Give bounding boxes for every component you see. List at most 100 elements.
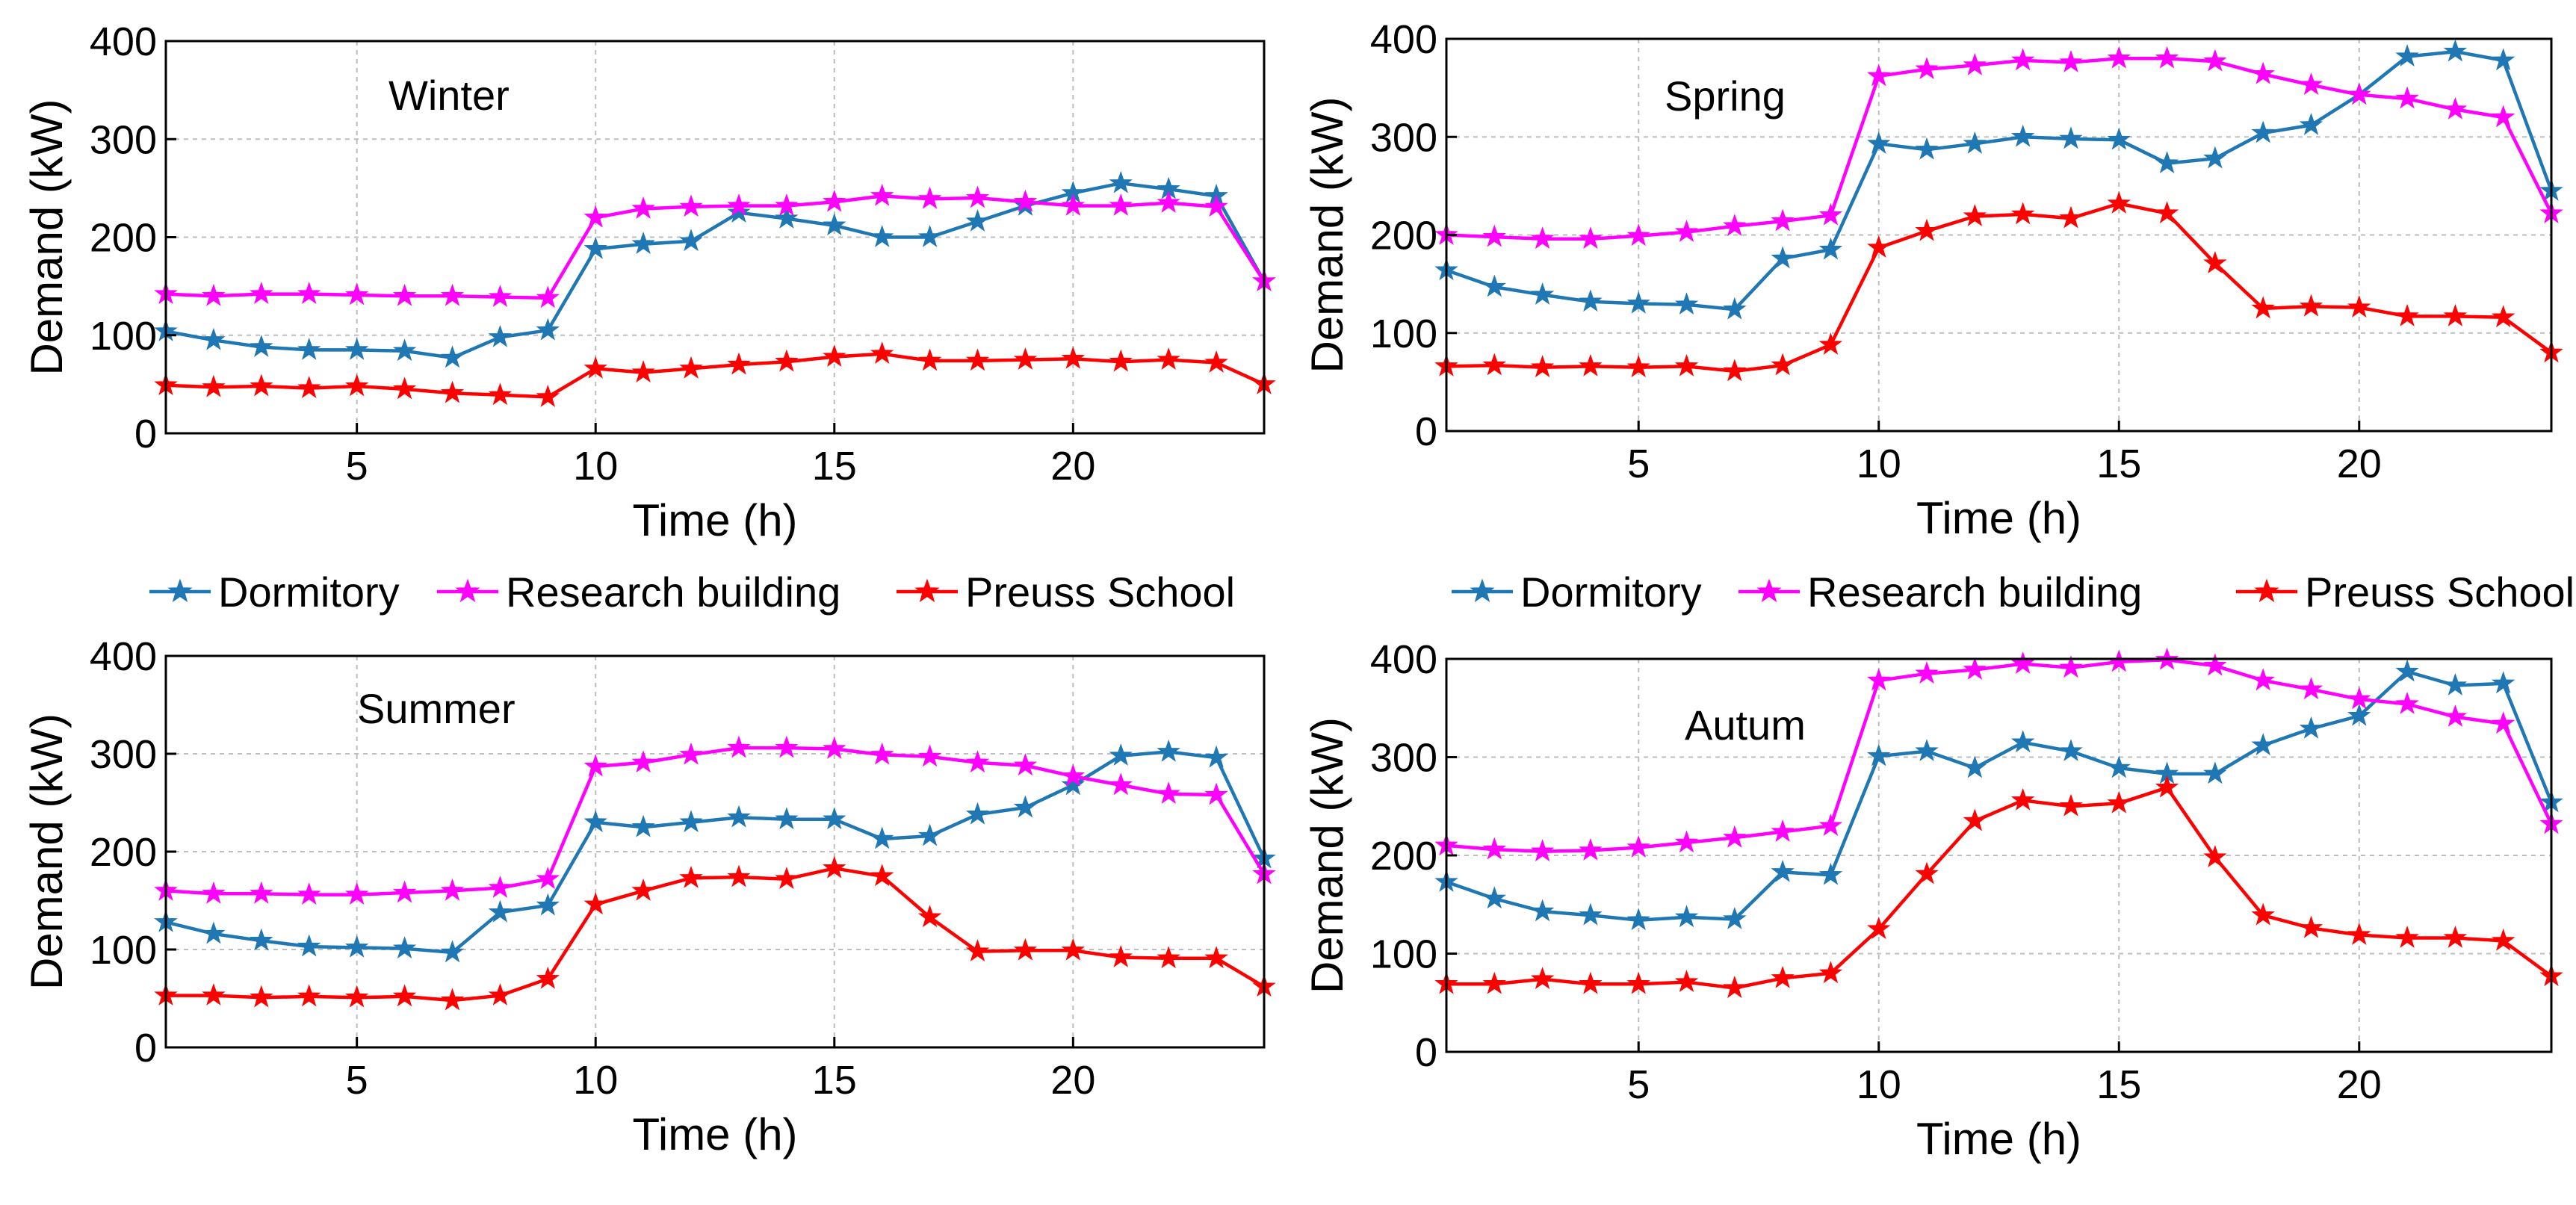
- data-point-research-building: [1723, 214, 1747, 237]
- data-point-preuss-school: [2251, 902, 2275, 926]
- y-tick-label: 0: [134, 1026, 157, 1071]
- data-point-research-building: [1771, 208, 1795, 232]
- data-point-dormitory: [1674, 905, 1699, 928]
- data-point-research-building: [1579, 837, 1603, 861]
- data-point-preuss-school: [488, 983, 513, 1006]
- series-line-research-building: [165, 746, 1266, 896]
- data-point-preuss-school: [2203, 845, 2227, 868]
- data-point-research-building: [250, 881, 273, 904]
- data-point-preuss-school: [2347, 922, 2371, 945]
- data-point-dormitory: [2010, 124, 2035, 147]
- series-line-preuss-school: [1446, 786, 2553, 990]
- data-point-preuss-school: [1626, 971, 1650, 994]
- data-point-research-building: [1915, 57, 1939, 80]
- data-point-dormitory: [1723, 906, 1747, 929]
- data-point-preuss-school: [392, 984, 417, 1007]
- data-point-preuss-school: [440, 988, 465, 1011]
- data-point-dormitory: [440, 345, 465, 368]
- data-point-preuss-school: [250, 985, 273, 1008]
- data-point-research-building: [440, 878, 465, 901]
- x-axis-label: Time (h): [1916, 1114, 2081, 1164]
- y-axis-label: Demand (kW): [22, 713, 72, 990]
- data-point-preuss-school: [392, 377, 417, 400]
- data-point-dormitory: [1915, 739, 1939, 761]
- data-point-dormitory: [297, 934, 321, 957]
- data-point-preuss-school: [2299, 915, 2323, 938]
- data-point-dormitory: [1530, 899, 1555, 922]
- data-point-research-building: [1109, 193, 1133, 216]
- data-point-dormitory: [344, 337, 369, 360]
- data-point-preuss-school: [1109, 944, 1133, 967]
- data-point-research-building: [679, 742, 703, 765]
- data-point-dormitory: [917, 224, 942, 247]
- data-point-research-building: [1482, 224, 1507, 247]
- data-point-research-building: [1530, 226, 1555, 250]
- data-point-research-building: [917, 186, 942, 209]
- y-tick-label: 200: [1370, 214, 1437, 258]
- series-line-research-building: [165, 194, 1266, 300]
- legend-label: Research building: [506, 569, 840, 616]
- legend-label: Dormitory: [1520, 569, 1702, 616]
- y-tick-label: 400: [1370, 17, 1437, 62]
- data-point-dormitory: [870, 826, 894, 849]
- data-point-research-building: [2251, 668, 2275, 691]
- data-point-preuss-school: [1771, 965, 1795, 988]
- data-point-research-building: [823, 736, 846, 759]
- data-point-preuss-school: [679, 356, 703, 379]
- legend-label: Preuss School: [965, 569, 1235, 616]
- legend-item-preuss-school: Preuss School: [897, 569, 1235, 616]
- y-tick-label: 100: [90, 314, 157, 359]
- data-point-preuss-school: [2155, 775, 2179, 798]
- data-point-research-building: [2491, 105, 2515, 128]
- data-point-research-building: [250, 282, 273, 305]
- data-point-preuss-school: [631, 878, 655, 901]
- data-point-preuss-school: [297, 984, 321, 1007]
- data-point-dormitory: [2395, 44, 2419, 67]
- data-point-research-building: [870, 742, 894, 765]
- data-point-preuss-school: [1674, 970, 1699, 993]
- data-point-research-building: [1963, 657, 1987, 680]
- data-point-preuss-school: [2251, 296, 2275, 319]
- season-label: Autum: [1685, 701, 1806, 749]
- data-point-research-building: [870, 183, 894, 206]
- legend-label: Research building: [1807, 569, 2142, 616]
- data-point-research-building: [2059, 49, 2083, 72]
- data-point-preuss-school: [823, 855, 846, 879]
- data-point-dormitory: [250, 928, 273, 951]
- data-point-dormitory: [727, 200, 751, 223]
- series-line-dormitory: [1446, 669, 2554, 923]
- data-point-preuss-school: [488, 382, 513, 406]
- data-point-preuss-school: [2395, 925, 2419, 948]
- data-point-dormitory: [2443, 672, 2468, 696]
- season-label: Winter: [388, 72, 510, 119]
- data-point-preuss-school: [1723, 975, 1747, 998]
- data-point-dormitory: [1818, 862, 1843, 885]
- data-point-preuss-school: [440, 380, 465, 403]
- data-point-research-building: [2203, 49, 2227, 72]
- data-point-preuss-school: [297, 376, 321, 399]
- data-point-dormitory: [2107, 755, 2131, 778]
- data-point-preuss-school: [823, 344, 846, 368]
- data-point-research-building: [2155, 46, 2179, 69]
- legend-item-research-building: Research building: [1739, 569, 2142, 616]
- data-point-dormitory: [823, 213, 846, 236]
- data-point-dormitory: [1109, 743, 1133, 766]
- data-point-dormitory: [297, 337, 321, 360]
- data-point-preuss-school: [965, 939, 990, 962]
- data-point-dormitory: [1061, 772, 1086, 796]
- legend-star-marker: [914, 578, 940, 603]
- data-point-preuss-school: [631, 360, 655, 383]
- data-point-preuss-school: [1867, 917, 1891, 940]
- data-point-dormitory: [1771, 859, 1795, 882]
- data-point-preuss-school: [583, 892, 607, 915]
- data-point-research-building: [2347, 82, 2371, 105]
- data-point-research-building: [2107, 46, 2131, 69]
- y-tick-label: 200: [90, 216, 157, 261]
- data-point-preuss-school: [2107, 190, 2131, 214]
- data-point-dormitory: [202, 327, 226, 350]
- data-point-research-building: [297, 882, 321, 905]
- y-axis-label: Demand (kW): [1302, 717, 1352, 994]
